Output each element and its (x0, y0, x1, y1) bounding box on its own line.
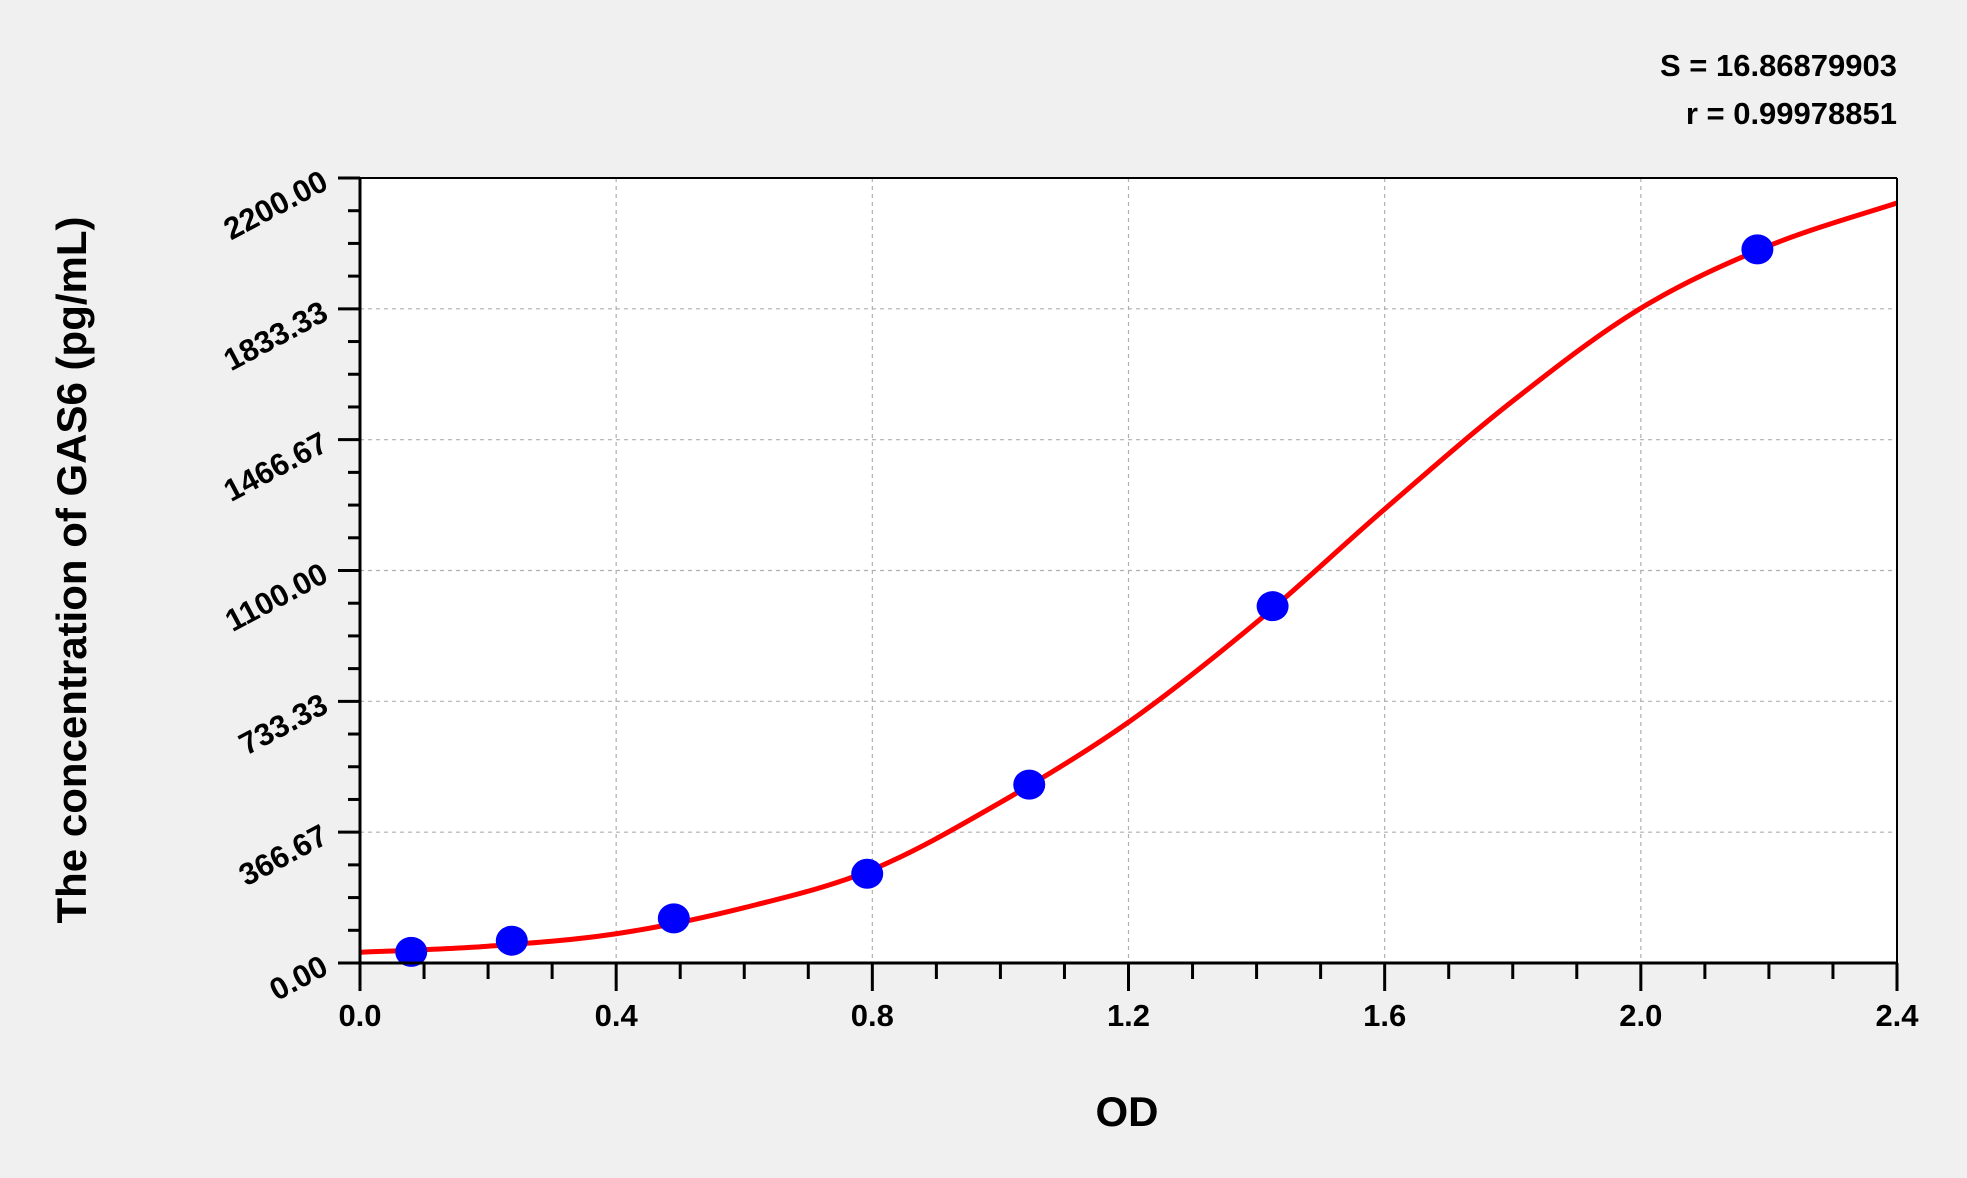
axis-ticks (338, 176, 1899, 991)
data-point (1741, 234, 1774, 265)
x-tick-label: 1.6 (1363, 998, 1406, 1033)
data-points (395, 234, 1774, 967)
x-axis-title: OD (1096, 1088, 1159, 1135)
x-tick-label: 1.2 (1107, 998, 1150, 1033)
x-tick-label: 2.4 (1875, 998, 1919, 1033)
data-point (851, 858, 884, 889)
y-tick-label: 1833.33 (218, 294, 333, 378)
y-tick-label: 1100.00 (219, 556, 333, 639)
x-tick-labels: 0.0 0.4 0.8 1.2 1.6 2.0 2.4 (338, 998, 1919, 1033)
y-tick-label: 366.67 (233, 817, 333, 892)
data-point (495, 925, 528, 956)
x-tick-label: 0.8 (851, 998, 894, 1033)
y-tick-labels: 0.00 366.67 733.33 1100.00 1466.67 1833.33 220… (218, 163, 333, 1007)
x-tick-label: 0.4 (595, 998, 639, 1033)
y-tick-label: 733.33 (233, 687, 333, 762)
x-tick-label: 2.0 (1619, 998, 1662, 1033)
fit-curve (359, 200, 1898, 955)
y-tick-label: 1466.67 (218, 425, 333, 509)
stat-r-value: r = 0.99978851 (1686, 96, 1897, 131)
stat-s-value: S = 16.86879903 (1660, 48, 1897, 83)
y-axis-title: The concentration of GAS6 (pg/mL) (48, 216, 95, 923)
y-tick-label: 0.00 (264, 948, 334, 1007)
data-point (657, 903, 690, 934)
data-point (395, 936, 428, 967)
x-tick-label: 0.0 (338, 998, 381, 1033)
y-tick-label: 2200.00 (218, 163, 333, 247)
data-point (1013, 769, 1046, 800)
data-point (1256, 591, 1289, 622)
